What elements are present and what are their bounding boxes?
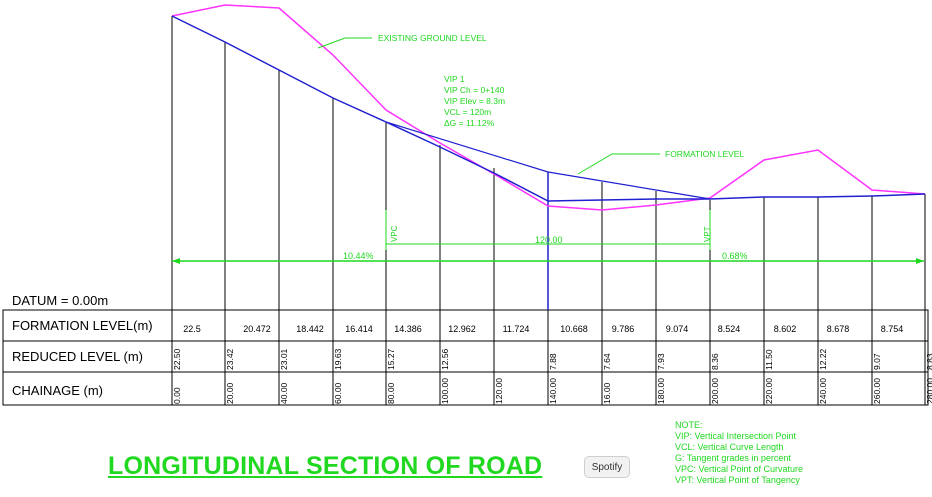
notes-block: NOTE: VIP: Vertical Intersection Point V… xyxy=(675,420,803,486)
formation-level-value: 10.668 xyxy=(560,324,588,334)
grade-arrow-right-head xyxy=(916,258,924,264)
chainage-value: 60.00 xyxy=(333,382,343,404)
notes-heading: NOTE: xyxy=(675,420,703,430)
chainage-value: 260.00 xyxy=(872,378,882,404)
formation-level-value: 8.754 xyxy=(881,324,904,334)
chainage-value: 180.00 xyxy=(656,378,666,404)
grade-arrow-left-head xyxy=(172,258,180,264)
existing-ground-label: EXISTING GROUND LEVEL xyxy=(378,33,487,43)
formation-level-row-title: FORMATION LEVEL(m) xyxy=(12,318,153,333)
reduced-level-value: 8.36 xyxy=(710,353,720,370)
chainage-value: 40.00 xyxy=(279,382,289,404)
notes-item: VPT: Vertical Point of Tangency xyxy=(675,475,800,485)
chainage-value: 220.00 xyxy=(764,378,774,404)
reduced-level-value: 9.07 xyxy=(872,353,882,370)
drawing-title: LONGITUDINAL SECTION OF ROAD xyxy=(108,452,543,480)
table-border xyxy=(2,309,929,406)
reduced-level-value: 11.50 xyxy=(764,349,774,370)
reduced-level-value: 8.83 xyxy=(925,353,932,370)
reduced-level-value: 7.64 xyxy=(602,353,612,370)
chainage-value: 16.00 xyxy=(602,382,612,404)
notes-item: G: Tangent grades in percent xyxy=(675,453,791,463)
formation-level-label: FORMATION LEVEL xyxy=(665,149,744,159)
reduced-level-row-title: REDUCED LEVEL (m) xyxy=(12,349,143,364)
reduced-level-value: 12.22 xyxy=(818,348,828,370)
chainage-value: 20.00 xyxy=(225,382,235,404)
vpt-label: VPT xyxy=(703,226,712,242)
formation-level-value: 14.386 xyxy=(394,324,422,334)
chainage-value: 140.00 xyxy=(548,378,558,404)
tangent-grade-lines xyxy=(385,121,711,200)
chainage-value: 0.00 xyxy=(172,387,182,404)
chainage-value: 200.00 xyxy=(710,378,720,404)
formation-level-value: 11.724 xyxy=(503,324,530,334)
formation-level-value: 8.678 xyxy=(827,324,850,334)
grade-right-label: 0.68% xyxy=(722,251,748,261)
formation-level-value: 9.074 xyxy=(666,324,689,334)
notes-item: VIP: Vertical Intersection Point xyxy=(675,431,797,441)
spotify-badge[interactable]: Spotify xyxy=(584,456,630,478)
reduced-level-value: 7.93 xyxy=(656,353,666,370)
vpc-label: VPC xyxy=(390,225,399,242)
notes-item: VCL: Vertical Curve Length xyxy=(675,442,784,452)
formation-level-value: 18.442 xyxy=(296,324,324,334)
vip-info-line: ΔG = 11.12% xyxy=(444,118,495,128)
reduced-level-value: 23.01 xyxy=(279,348,289,370)
formation-level-value: 16.414 xyxy=(345,324,373,334)
formation-level-value: 22.5 xyxy=(183,324,201,334)
vip-info-line: VCL = 120m xyxy=(444,107,491,117)
vip-info-line: VIP Ch = 0+140 xyxy=(444,85,505,95)
grade-left-label: 10.44% xyxy=(343,251,374,261)
reduced-level-value: 12.56 xyxy=(440,348,450,370)
vcl-dimension-label: 120.00 xyxy=(535,235,563,245)
chainage-value: 120.00 xyxy=(494,378,504,404)
formation-level-leader xyxy=(577,153,660,175)
vip-info-line: VIP Elev = 8.3m xyxy=(444,96,505,106)
reduced-level-value: 23.42 xyxy=(225,348,235,370)
vip-info-line: VIP 1 xyxy=(444,74,465,84)
formation-level-value: 20.472 xyxy=(243,324,271,334)
existing-ground-line xyxy=(171,4,926,211)
reduced-level-value: 7.88 xyxy=(548,353,558,370)
formation-level-value: 12.962 xyxy=(448,324,476,334)
datum-label: DATUM = 0.00m xyxy=(12,293,109,308)
chainage-row-title: CHAINAGE (m) xyxy=(12,383,103,398)
chainage-value: 100.00 xyxy=(440,378,450,404)
existing-ground-leader xyxy=(317,37,372,49)
formation-level-value: 9.786 xyxy=(612,324,635,334)
chainage-value: 280.00 xyxy=(925,378,932,404)
formation-level-line xyxy=(171,15,926,202)
reduced-level-value: 19.63 xyxy=(333,348,343,370)
reduced-level-value: 15.27 xyxy=(386,348,396,370)
notes-item: VPC: Vertical Point of Curvature xyxy=(675,464,804,474)
formation-level-value: 8.602 xyxy=(774,324,797,334)
formation-level-value: 8.524 xyxy=(718,324,741,334)
chainage-value: 240.00 xyxy=(818,378,828,404)
reduced-level-value: 22.50 xyxy=(172,348,182,370)
chainage-value: 80.00 xyxy=(386,382,396,404)
